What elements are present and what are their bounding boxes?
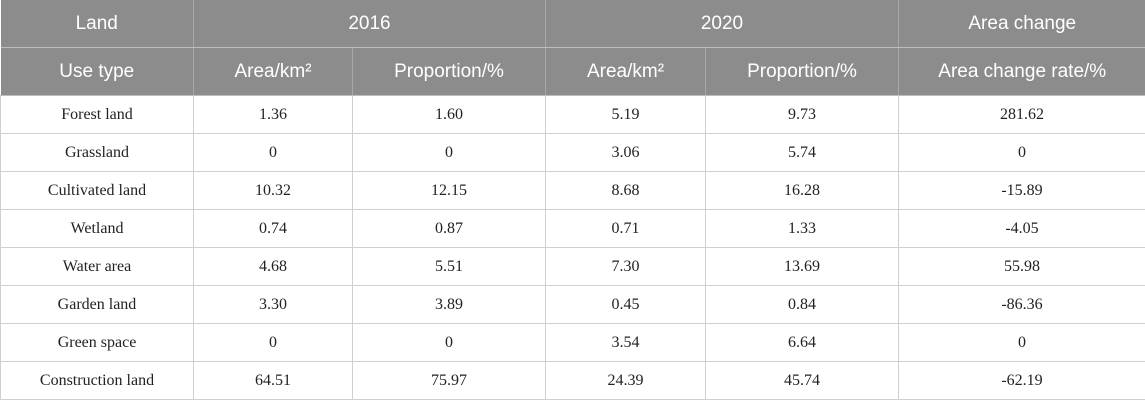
- table-cell: Garden land: [0, 285, 194, 324]
- table-cell: 0.87: [352, 209, 546, 248]
- table-row: Forest land 1.36 1.60 5.19 9.73 281.62: [0, 95, 1145, 134]
- table-cell: -62.19: [898, 361, 1145, 400]
- table-cell: 0.84: [705, 285, 899, 324]
- table-cell: Green space: [0, 323, 194, 362]
- table-cell: 0.45: [545, 285, 706, 324]
- table-cell: 281.62: [898, 95, 1145, 134]
- table-cell: 64.51: [193, 361, 353, 400]
- table-cell: 55.98: [898, 247, 1145, 286]
- table-cell: 5.19: [545, 95, 706, 134]
- table-cell: 12.15: [352, 171, 546, 210]
- table-cell: 0.74: [193, 209, 353, 248]
- header-cell: Proportion/%: [705, 47, 899, 96]
- table-cell: 13.69: [705, 247, 899, 286]
- table-cell: -86.36: [898, 285, 1145, 324]
- table-cell: 0: [898, 323, 1145, 362]
- table-cell: 6.64: [705, 323, 899, 362]
- table-row: Water area 4.68 5.51 7.30 13.69 55.98: [0, 247, 1145, 286]
- table-cell: 5.51: [352, 247, 546, 286]
- table-cell: -4.05: [898, 209, 1145, 248]
- table-cell: 8.68: [545, 171, 706, 210]
- header-cell: Area/km²: [193, 47, 353, 96]
- table-cell: 45.74: [705, 361, 899, 400]
- table-cell: 1.60: [352, 95, 546, 134]
- table-cell: 10.32: [193, 171, 353, 210]
- table-cell: 0: [352, 323, 546, 362]
- table-cell: 1.33: [705, 209, 899, 248]
- table-cell: Cultivated land: [0, 171, 194, 210]
- table-cell: 3.89: [352, 285, 546, 324]
- table-cell: 3.06: [545, 133, 706, 172]
- table-cell: Construction land: [0, 361, 194, 400]
- table-cell: 7.30: [545, 247, 706, 286]
- table-cell: 0.71: [545, 209, 706, 248]
- table-body: Forest land 1.36 1.60 5.19 9.73 281.62 Grassla…: [0, 95, 1145, 400]
- table-cell: 0: [193, 133, 353, 172]
- table-header: Land 2016 2020 Area change Use type Area/…: [0, 0, 1145, 96]
- table-cell: Grassland: [0, 133, 194, 172]
- table-cell: Wetland: [0, 209, 194, 248]
- header-cell: Area change rate/%: [898, 47, 1145, 96]
- header-row: Land 2016 2020 Area change: [0, 0, 1145, 48]
- table-cell: Water area: [0, 247, 194, 286]
- table-cell: 0: [352, 133, 546, 172]
- table-cell: 3.54: [545, 323, 706, 362]
- table-row: Grassland 0 0 3.06 5.74 0: [0, 133, 1145, 172]
- header-cell: Proportion/%: [352, 47, 546, 96]
- table-cell: -15.89: [898, 171, 1145, 210]
- table-cell: 0: [193, 323, 353, 362]
- table-row: Green space 0 0 3.54 6.64 0: [0, 323, 1145, 362]
- table-cell: 16.28: [705, 171, 899, 210]
- table-cell: 0: [898, 133, 1145, 172]
- header-cell: 2020: [545, 0, 899, 48]
- table-cell: 75.97: [352, 361, 546, 400]
- table-cell: Forest land: [0, 95, 194, 134]
- table-row: Wetland 0.74 0.87 0.71 1.33 -4.05: [0, 209, 1145, 248]
- table-row: Construction land 64.51 75.97 24.39 45.74 -62…: [0, 361, 1145, 400]
- header-cell: Land: [0, 0, 194, 48]
- table-cell: 4.68: [193, 247, 353, 286]
- header-row: Use type Area/km² Proportion/% Area/km² Prop…: [0, 47, 1145, 96]
- header-cell: Area/km²: [545, 47, 706, 96]
- table-row: Garden land 3.30 3.89 0.45 0.84 -86.36: [0, 285, 1145, 324]
- table-cell: 24.39: [545, 361, 706, 400]
- table-cell: 5.74: [705, 133, 899, 172]
- header-cell: Area change: [898, 0, 1145, 48]
- header-cell: 2016: [193, 0, 546, 48]
- table-row: Cultivated land 10.32 12.15 8.68 16.28 -15.89: [0, 171, 1145, 210]
- header-cell: Use type: [0, 47, 194, 96]
- table-cell: 1.36: [193, 95, 353, 134]
- table-cell: 3.30: [193, 285, 353, 324]
- table-cell: 9.73: [705, 95, 899, 134]
